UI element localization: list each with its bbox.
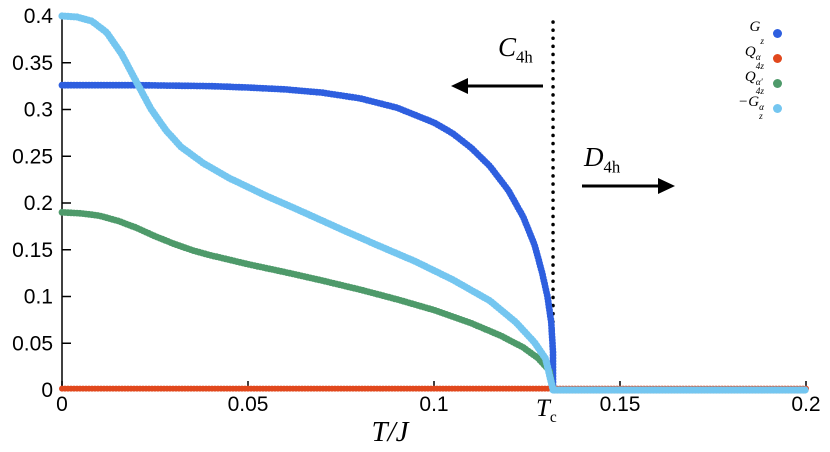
y-tick-label: 0.05 <box>12 332 53 355</box>
legend-marker-icon <box>773 78 782 88</box>
phase-label-c4h: C4h <box>498 32 533 67</box>
x-tick-label: 0.2 <box>791 393 820 416</box>
critical-temp-label: Tc <box>536 395 557 427</box>
legend-item-minus-Gz-alpha: −G α z <box>738 94 782 122</box>
y-tick-label: 0 <box>41 379 53 402</box>
x-tick-label: 0.05 <box>228 393 269 416</box>
legend-marker-icon <box>773 53 782 63</box>
y-tick-label: 0.35 <box>12 52 53 75</box>
series-Gz <box>58 81 807 394</box>
d4h-base: D <box>584 142 604 172</box>
y-tick-label: 0.15 <box>12 239 53 262</box>
left-arrow-head-icon <box>451 78 468 94</box>
y-tick-label: 0.1 <box>24 286 53 309</box>
d4h-sub: 4h <box>603 157 621 177</box>
phase-label-d4h: D4h <box>584 142 620 177</box>
legend-marker-icon <box>773 103 782 113</box>
x-tick-label: 0.1 <box>419 393 448 416</box>
y-tick-label: 0.2 <box>24 192 53 215</box>
x-tick-label: 0 <box>56 393 68 416</box>
y-tick-label: 0.25 <box>12 145 53 168</box>
x-tick-label: 0.15 <box>600 393 641 416</box>
legend-item-Gz: G z <box>750 19 782 47</box>
y-tick-label: 0.3 <box>24 99 53 122</box>
y-tick-label: 0.4 <box>24 5 54 28</box>
series-Q4z-alpha-prime <box>58 208 808 394</box>
legend-label: −G α z <box>738 93 764 123</box>
c4h-sub: 4h <box>516 47 533 67</box>
tc-sub: c <box>549 409 557 426</box>
tc-base: T <box>536 395 550 422</box>
series-minus-Gz-alpha <box>58 12 809 394</box>
legend-label: G z <box>749 18 764 48</box>
c4h-base: C <box>498 32 517 62</box>
right-arrow-head-icon <box>658 178 675 194</box>
legend-marker-icon <box>773 28 782 38</box>
x-axis-label: T/J <box>371 416 409 448</box>
